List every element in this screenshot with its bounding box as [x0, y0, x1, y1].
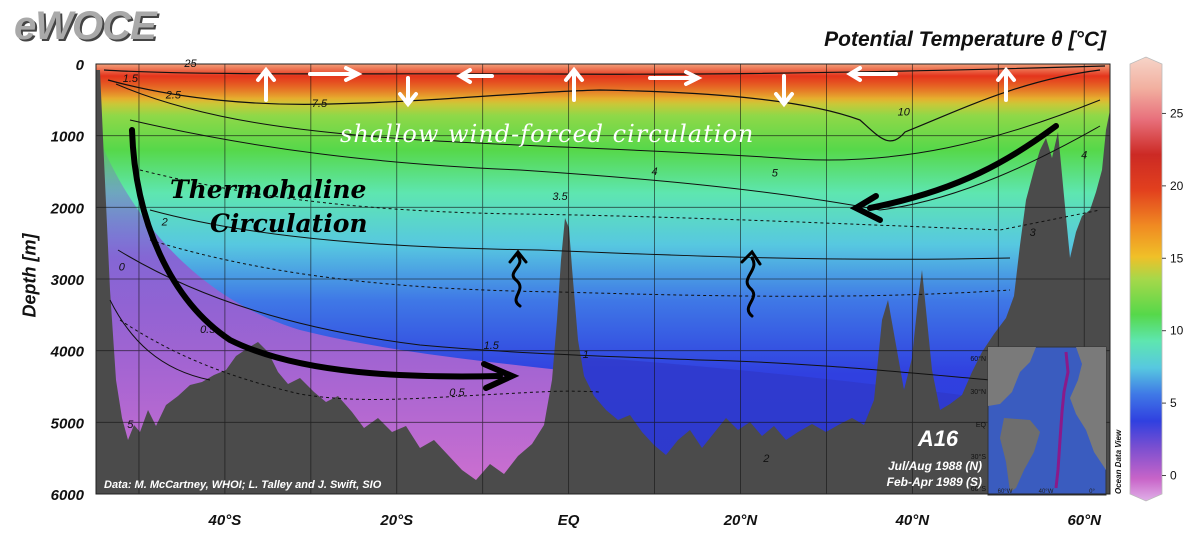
thermohaline-deep-arrow — [129, 127, 503, 380]
thermohaline-arrows — [129, 123, 1059, 391]
contour-label: 5 — [772, 168, 779, 180]
isotherm-line — [103, 65, 1106, 75]
x-tick-label: 40°S — [208, 512, 242, 529]
up-arrow-annotation — [564, 66, 584, 102]
y-tick-label: 5000 — [51, 415, 85, 432]
upwelling-squiggle — [740, 249, 762, 318]
y-tick-label: 6000 — [51, 487, 85, 504]
inset-map-lat-label: 30°S — [971, 453, 987, 461]
x-axis-ticks: 40°S 20°S EQ 20°N 40°N 60°N — [208, 512, 1103, 529]
left-arrow-annotation — [456, 68, 494, 84]
x-tick-label: EQ — [558, 512, 580, 529]
isotherm-line — [139, 169, 1101, 231]
ewoce-logo: eWOCE — [14, 4, 157, 48]
y-tick-label: 3000 — [51, 272, 85, 289]
inset-map-lat-label: 60°S — [971, 485, 987, 493]
x-tick-label: 40°N — [895, 512, 931, 529]
contour-label: 4 — [1081, 150, 1087, 162]
thermohaline-deep-arrowhead — [481, 361, 520, 391]
northern-sinking-arrow — [867, 123, 1059, 211]
contour-label: 5 — [127, 419, 134, 431]
isotherm-line — [107, 69, 1101, 142]
inset-map-south-america — [1000, 418, 1040, 492]
isotherm-line — [117, 249, 991, 381]
contour-label: 3.5 — [552, 191, 568, 203]
section-name-a16: A16 — [917, 426, 959, 451]
inset-map-north-america — [988, 347, 1036, 406]
y-axis-ticks: 0 1000 2000 3000 4000 5000 6000 — [50, 57, 85, 504]
contour-label: 10 — [898, 107, 911, 119]
contour-label: 1 — [583, 349, 589, 361]
colorbar-tick-label: 5 — [1170, 396, 1177, 410]
y-tick-label: 4000 — [50, 344, 85, 361]
inset-location-map: 60°N 30°N EQ 30°S 60°S 60°W 40°W 0° — [970, 346, 1107, 496]
right-arrow-annotation — [308, 66, 363, 82]
up-arrow-annotation — [996, 66, 1016, 102]
gridlines — [96, 64, 1110, 494]
contour-label: 0 — [119, 261, 126, 273]
isotherm-contours — [103, 65, 1106, 400]
data-credit: Data: M. McCartney, WHOI; L. Talley and … — [104, 479, 382, 491]
contour-label: 1.5 — [123, 73, 139, 85]
contour-label: 2.5 — [165, 89, 182, 101]
y-tick-label: 1000 — [51, 129, 85, 146]
northern-sinking-arrowhead — [849, 193, 883, 223]
colorbar-label: Ocean Data View — [1114, 429, 1123, 494]
isotherm-line — [119, 319, 601, 400]
inset-map-lon-label: 40°W — [1039, 489, 1054, 495]
down-arrow-annotation — [398, 76, 418, 108]
contour-label: 4 — [651, 166, 657, 178]
up-arrow-annotation — [256, 66, 276, 102]
left-arrow-annotation — [846, 66, 898, 82]
contour-label: 25 — [183, 58, 197, 70]
isotherm-line — [129, 119, 1101, 211]
thermohaline-label-line1: Thermohaline — [170, 175, 366, 204]
colorbar-body — [1129, 56, 1163, 502]
x-tick-label: 60°N — [1067, 512, 1102, 529]
x-tick-label: 20°N — [723, 512, 759, 529]
thermohaline-label-line2: Circulation — [210, 209, 368, 238]
isotherm-line — [149, 239, 1011, 297]
cruise-dates-north: Jul/Aug 1988 (N) — [888, 459, 982, 473]
colorbar-tick-label: 20 — [1170, 179, 1184, 193]
plot-frame — [95, 63, 1111, 495]
right-arrow-annotation — [648, 70, 703, 86]
colorbar-tick-label: 15 — [1170, 251, 1184, 265]
down-arrow-annotation — [774, 74, 794, 108]
inset-map-lon-label: 0° — [1089, 489, 1095, 495]
colorbar-tick-label: 10 — [1170, 324, 1184, 338]
inset-map-lat-label: 60°N — [970, 355, 986, 363]
contour-label: 7.5 — [312, 98, 328, 110]
contour-label: 2 — [161, 216, 168, 228]
y-tick-label: 0 — [76, 57, 85, 74]
colorbar-tick-label: 25 — [1170, 106, 1184, 120]
y-tick-label: 2000 — [50, 200, 85, 217]
x-tick-label: 20°S — [379, 512, 413, 529]
wind-forced-arrows — [256, 66, 1016, 108]
contour-label: 2 — [762, 453, 769, 465]
isotherm-line — [149, 209, 1011, 260]
contour-label: 3 — [1030, 227, 1037, 239]
isotherm-line — [109, 299, 211, 381]
cruise-dates-south: Feb-Apr 1989 (S) — [887, 475, 982, 489]
inset-map-lon-label: 60°W — [998, 489, 1013, 495]
upwelling-squiggle — [508, 249, 528, 308]
contour-label: 1.5 — [484, 340, 500, 352]
wind-forced-circulation-label: shallow wind-forced circulation — [340, 120, 754, 148]
contour-label: 0.5 — [449, 387, 465, 399]
inset-map-lat-label: 30°N — [970, 388, 986, 396]
chart-title: Potential Temperature θ [°C] — [824, 28, 1106, 51]
inset-map-lat-label: EQ — [976, 422, 987, 429]
colorbar: 0 5 10 15 20 25 Ocean Data View — [1114, 56, 1184, 502]
colorbar-tick-label: 0 — [1170, 469, 1177, 483]
colorbar-ticks: 0 5 10 15 20 25 — [1162, 106, 1184, 483]
isotherm-line — [115, 83, 1101, 161]
inset-map-a16-section-line — [1054, 351, 1070, 489]
inset-map-africa-europe — [1070, 347, 1106, 470]
